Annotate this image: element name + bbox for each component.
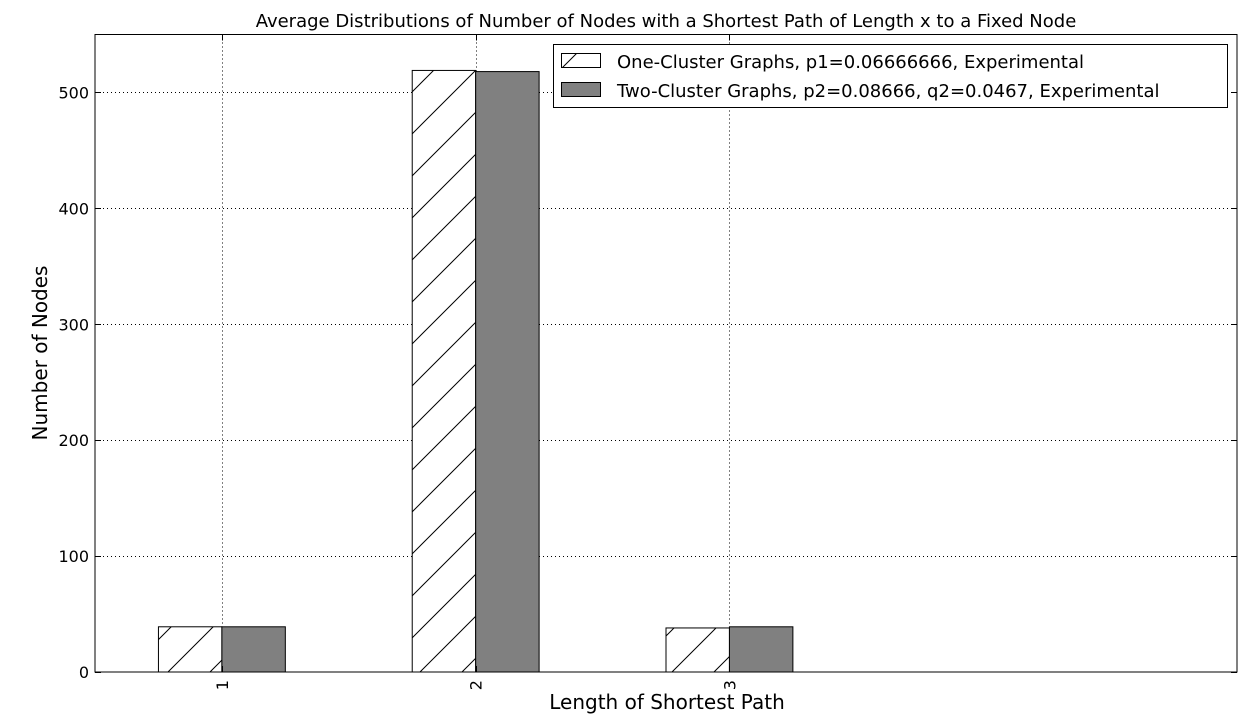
y-tick-label-0: 0 bbox=[79, 663, 89, 682]
bar-series-1-cat-3 bbox=[665, 627, 730, 673]
bar-series-1-cat-1 bbox=[157, 626, 223, 673]
legend: One-Cluster Graphs, p1=0.06666666, Exper… bbox=[553, 44, 1228, 108]
y-tick-label-400: 400 bbox=[58, 199, 89, 218]
bars bbox=[157, 69, 794, 673]
bar-series-2-cat-3 bbox=[728, 626, 794, 673]
grid bbox=[95, 34, 1237, 672]
legend-label-series-2: Two-Cluster Graphs, p2=0.08666, q2=0.046… bbox=[616, 81, 1159, 102]
x-axis-label: Length of Shortest Path bbox=[549, 690, 785, 714]
x-tick-label-3: 3 bbox=[720, 680, 739, 690]
y-axis-label: Number of Nodes bbox=[28, 266, 52, 441]
axis-ticks: 0 100 200 300 400 500 1 2 3 bbox=[58, 34, 1237, 690]
bar-series-2-cat-2 bbox=[475, 71, 540, 673]
legend-swatch-series-1 bbox=[561, 53, 601, 68]
y-tick-label-200: 200 bbox=[58, 431, 89, 450]
legend-label-series-1: One-Cluster Graphs, p1=0.06666666, Exper… bbox=[617, 52, 1084, 73]
legend-box bbox=[553, 44, 1228, 108]
chart-title: Average Distributions of Number of Nodes… bbox=[256, 11, 1077, 32]
x-tick-label-1: 1 bbox=[213, 680, 232, 690]
plot-frame bbox=[94, 34, 1238, 673]
y-tick-label-300: 300 bbox=[58, 315, 89, 334]
bar-series-1-cat-2 bbox=[411, 69, 477, 673]
y-tick-label-100: 100 bbox=[58, 547, 89, 566]
legend-swatch-series-2 bbox=[561, 82, 601, 97]
x-tick-label-2: 2 bbox=[467, 680, 486, 690]
bar-series-2-cat-1 bbox=[221, 626, 286, 673]
y-tick-label-500: 500 bbox=[58, 83, 89, 102]
